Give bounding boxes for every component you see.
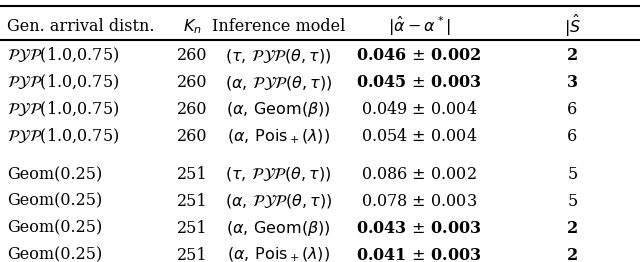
Text: 0.086 $\pm$ 0.002: 0.086 $\pm$ 0.002 — [361, 166, 477, 183]
Text: $(\alpha,\,\mathrm{Pois}_+(\lambda))$: $(\alpha,\,\mathrm{Pois}_+(\lambda))$ — [227, 246, 330, 262]
Text: 260: 260 — [177, 101, 207, 118]
Text: 2: 2 — [566, 220, 578, 237]
Text: $(\tau,\,\mathcal{P}\mathcal{Y}\mathcal{P}(\theta,\tau))$: $(\tau,\,\mathcal{P}\mathcal{Y}\mathcal{… — [225, 47, 332, 65]
Text: 0.046 $\pm$ 0.002: 0.046 $\pm$ 0.002 — [356, 47, 482, 64]
Text: 3: 3 — [567, 74, 578, 91]
Text: $(\tau,\,\mathcal{P}\mathcal{Y}\mathcal{P}(\theta,\tau))$: $(\tau,\,\mathcal{P}\mathcal{Y}\mathcal{… — [225, 165, 332, 183]
Text: 6: 6 — [567, 101, 577, 118]
Text: $(\alpha,\,\mathrm{Geom}(\beta))$: $(\alpha,\,\mathrm{Geom}(\beta))$ — [226, 100, 331, 119]
Text: 260: 260 — [177, 74, 207, 91]
Text: 5: 5 — [567, 193, 577, 210]
Text: Gen. arrival distn.: Gen. arrival distn. — [7, 18, 155, 35]
Text: 2: 2 — [566, 247, 578, 262]
Text: $\mathcal{P}\mathcal{Y}\mathcal{P}$(1.0,0.75): $\mathcal{P}\mathcal{Y}\mathcal{P}$(1.0,… — [7, 73, 119, 92]
Text: 0.054 $\pm$ 0.004: 0.054 $\pm$ 0.004 — [361, 128, 477, 145]
Text: 251: 251 — [177, 193, 207, 210]
Text: Geom(0.25): Geom(0.25) — [7, 247, 102, 262]
Text: Geom(0.25): Geom(0.25) — [7, 220, 102, 237]
Text: Geom(0.25): Geom(0.25) — [7, 166, 102, 183]
Text: 260: 260 — [177, 128, 207, 145]
Text: 6: 6 — [567, 128, 577, 145]
Text: $(\alpha,\,\mathrm{Pois}_+(\lambda))$: $(\alpha,\,\mathrm{Pois}_+(\lambda))$ — [227, 127, 330, 145]
Text: 251: 251 — [177, 220, 207, 237]
Text: $\mathcal{P}\mathcal{Y}\mathcal{P}$(1.0,0.75): $\mathcal{P}\mathcal{Y}\mathcal{P}$(1.0,… — [7, 46, 119, 65]
Text: $|\hat{S}$: $|\hat{S}$ — [564, 13, 580, 40]
Text: $\mathcal{P}\mathcal{Y}\mathcal{P}$(1.0,0.75): $\mathcal{P}\mathcal{Y}\mathcal{P}$(1.0,… — [7, 127, 119, 146]
Text: $K_n$: $K_n$ — [183, 17, 202, 36]
Text: 251: 251 — [177, 247, 207, 262]
Text: $|\hat{\alpha} - \alpha^*|$: $|\hat{\alpha} - \alpha^*|$ — [388, 15, 451, 38]
Text: 251: 251 — [177, 166, 207, 183]
Text: 0.045 $\pm$ 0.003: 0.045 $\pm$ 0.003 — [356, 74, 482, 91]
Text: 0.078 $\pm$ 0.003: 0.078 $\pm$ 0.003 — [361, 193, 477, 210]
Text: 0.049 $\pm$ 0.004: 0.049 $\pm$ 0.004 — [361, 101, 477, 118]
Text: 5: 5 — [567, 166, 577, 183]
Text: $(\alpha,\,\mathrm{Geom}(\beta))$: $(\alpha,\,\mathrm{Geom}(\beta))$ — [226, 219, 331, 238]
Text: 0.041 $\pm$ 0.003: 0.041 $\pm$ 0.003 — [356, 247, 482, 262]
Text: Geom(0.25): Geom(0.25) — [7, 193, 102, 210]
Text: $(\alpha,\,\mathcal{P}\mathcal{Y}\mathcal{P}(\theta,\tau))$: $(\alpha,\,\mathcal{P}\mathcal{Y}\mathca… — [225, 192, 332, 210]
Text: $\mathcal{P}\mathcal{Y}\mathcal{P}$(1.0,0.75): $\mathcal{P}\mathcal{Y}\mathcal{P}$(1.0,… — [7, 100, 119, 119]
Text: 0.043 $\pm$ 0.003: 0.043 $\pm$ 0.003 — [356, 220, 482, 237]
Text: 260: 260 — [177, 47, 207, 64]
Text: $(\alpha,\,\mathcal{P}\mathcal{Y}\mathcal{P}(\theta,\tau))$: $(\alpha,\,\mathcal{P}\mathcal{Y}\mathca… — [225, 74, 332, 91]
Text: Inference model: Inference model — [212, 18, 345, 35]
Text: 2: 2 — [566, 47, 578, 64]
